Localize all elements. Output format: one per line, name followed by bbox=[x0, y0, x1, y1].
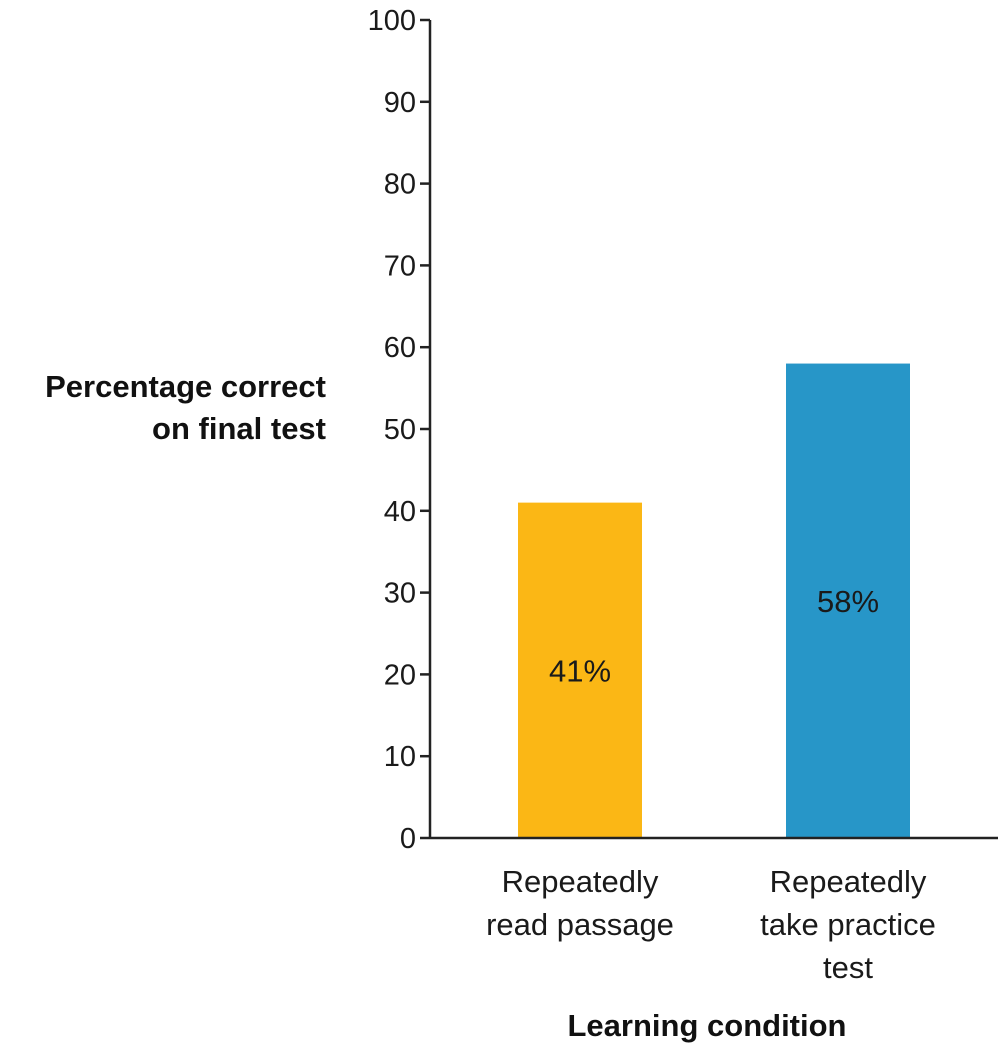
category-labels: Repeatedly read passage Repeatedly take pra… bbox=[486, 864, 936, 985]
y-tick-label: 60 bbox=[384, 332, 416, 364]
y-axis-title: Percentage correct on final test bbox=[45, 369, 326, 446]
bar-value-label: 41% bbox=[549, 653, 611, 688]
y-tick-label: 70 bbox=[384, 250, 416, 282]
bar-value-label: 58% bbox=[817, 584, 879, 619]
y-axis-title-line: on final test bbox=[152, 411, 326, 446]
y-tick-label: 30 bbox=[384, 578, 416, 610]
y-tick-label: 10 bbox=[384, 741, 416, 773]
x-category-label: Repeatedly bbox=[502, 864, 659, 899]
y-tick-label: 90 bbox=[384, 87, 416, 119]
x-category-label: take practice bbox=[760, 907, 936, 942]
y-tick-label: 0 bbox=[400, 823, 416, 855]
y-tick-label: 20 bbox=[384, 659, 416, 691]
x-axis-title: Learning condition bbox=[568, 1008, 847, 1043]
y-axis-ticks: 0 10 20 30 40 50 60 70 80 90 100 bbox=[368, 5, 430, 855]
x-category-label: test bbox=[823, 950, 873, 985]
y-tick-label: 40 bbox=[384, 496, 416, 528]
y-tick-label: 50 bbox=[384, 414, 416, 446]
bar bbox=[518, 502, 642, 838]
x-category-label: Repeatedly bbox=[770, 864, 927, 899]
y-axis-title-line: Percentage correct bbox=[45, 369, 326, 404]
x-category-label: read passage bbox=[486, 907, 674, 942]
y-tick-label: 100 bbox=[368, 5, 416, 37]
bar bbox=[786, 363, 910, 838]
bars: 41% 58% bbox=[518, 363, 910, 838]
y-tick-label: 80 bbox=[384, 169, 416, 201]
